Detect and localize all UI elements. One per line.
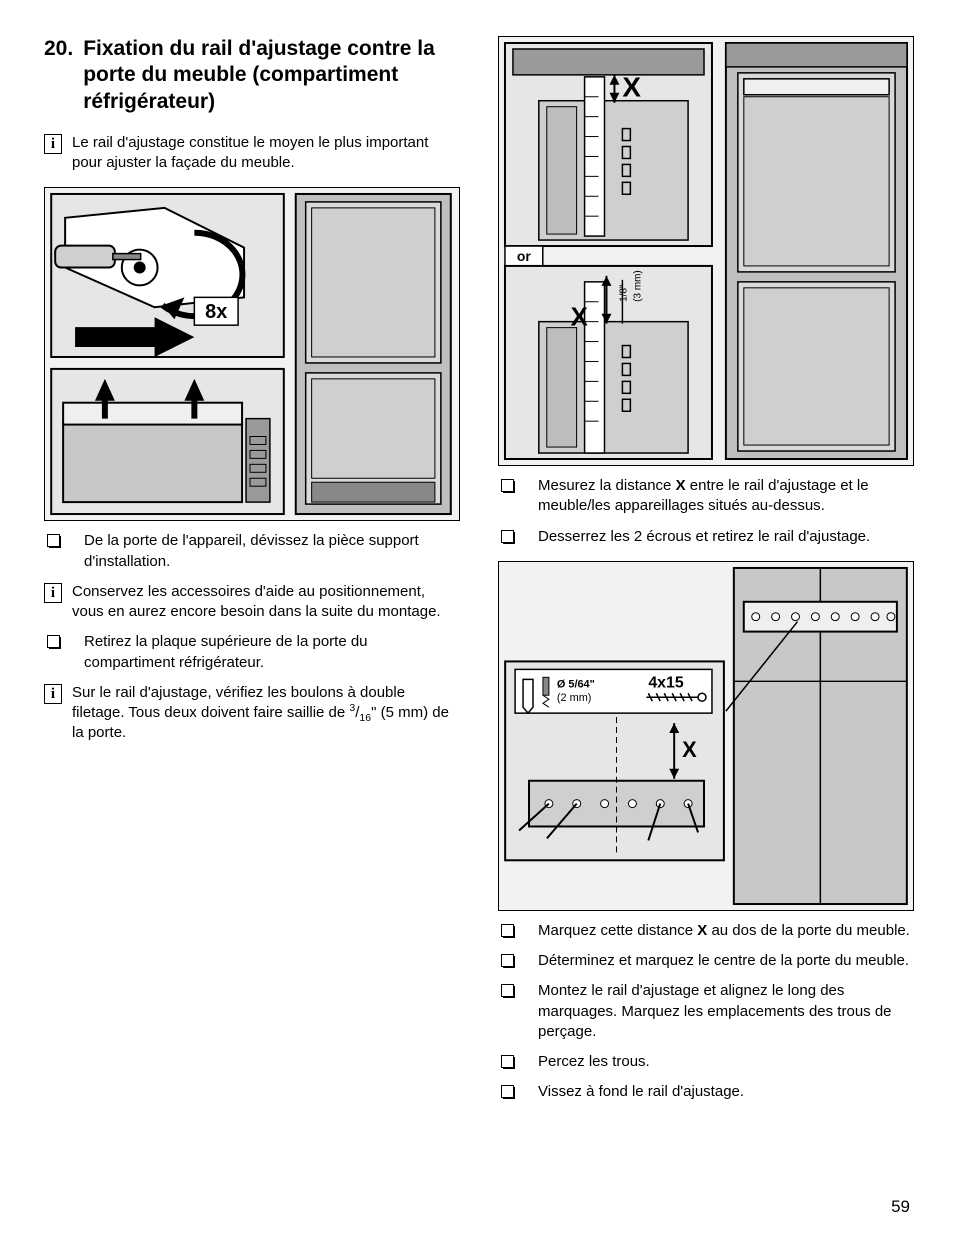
step-item: Vissez à fond le rail d'ajustage. [498, 1082, 914, 1102]
checkbox-icon [501, 479, 514, 492]
step-text: Marquez cette distance X au dos de la po… [538, 921, 914, 941]
step-text: Vissez à fond le rail d'ajustage. [538, 1082, 914, 1102]
page: 20. Fixation du rail d'ajustage contre l… [0, 0, 954, 1235]
info-icon: i [44, 684, 62, 704]
svg-text:(3 mm): (3 mm) [632, 270, 643, 301]
checkbox-icon [47, 534, 60, 547]
svg-text:or: or [517, 248, 532, 264]
info-text: Le rail d'ajustage constitue le moyen le… [72, 133, 460, 174]
svg-text:X: X [571, 304, 589, 332]
page-number: 59 [891, 1197, 910, 1217]
svg-text:X: X [682, 737, 697, 762]
figure-mount-rail: Ø 5/64" (2 mm) 4x15 [498, 561, 914, 911]
info-icon: i [44, 583, 62, 603]
info-note: i Sur le rail d'ajustage, vérifiez les b… [44, 683, 460, 744]
svg-text:Ø 5/64": Ø 5/64" [557, 678, 595, 690]
step-item: Mesurez la distance X entre le rail d'aj… [498, 476, 914, 517]
info-icon: i [44, 134, 62, 154]
step-text: Montez le rail d'ajustage et alignez le … [538, 981, 914, 1042]
step-text: Desserrez les 2 écrous et retirez le rai… [538, 527, 914, 547]
step-item: Déterminez et marquez le centre de la po… [498, 951, 914, 971]
checkbox-icon [47, 635, 60, 648]
heading-number: 20. [44, 36, 73, 62]
svg-text:(2 mm): (2 mm) [557, 692, 592, 704]
step-text: Retirez la plaque supérieure de la porte… [84, 632, 460, 673]
svg-text:8x: 8x [205, 301, 227, 323]
info-text: Conservez les accessoires d'aide au posi… [72, 582, 460, 623]
checkbox-icon [501, 1085, 514, 1098]
step-item: Retirez la plaque supérieure de la porte… [44, 632, 460, 673]
checkbox-icon [501, 530, 514, 543]
checkbox-icon [501, 984, 514, 997]
step-item: Marquez cette distance X au dos de la po… [498, 921, 914, 941]
step-text: Percez les trous. [538, 1052, 914, 1072]
heading-title: Fixation du rail d'ajustage contre la po… [83, 36, 460, 115]
svg-text:4x15: 4x15 [648, 674, 684, 691]
step-item: Percez les trous. [498, 1052, 914, 1072]
checkbox-icon [501, 924, 514, 937]
info-note: i Conservez les accessoires d'aide au po… [44, 582, 460, 623]
step-item: De la porte de l'appareil, dévissez la p… [44, 531, 460, 572]
step-item: Desserrez les 2 écrous et retirez le rai… [498, 527, 914, 547]
step-text: De la porte de l'appareil, dévissez la p… [84, 531, 460, 572]
checkbox-icon [501, 954, 514, 967]
checkbox-icon [501, 1055, 514, 1068]
figure-unscrew-8x: 8x [44, 187, 460, 521]
section-heading: 20. Fixation du rail d'ajustage contre l… [44, 36, 460, 115]
svg-text:1/8": 1/8" [618, 284, 629, 302]
step-item: Montez le rail d'ajustage et alignez le … [498, 981, 914, 1042]
info-note: i Le rail d'ajustage constitue le moyen … [44, 133, 460, 174]
right-column: X or [498, 36, 914, 1215]
info-text: Sur le rail d'ajustage, vérifiez les bou… [72, 683, 460, 744]
figure-measure-x: X or [498, 36, 914, 466]
step-text: Déterminez et marquez le centre de la po… [538, 951, 914, 971]
step-text: Mesurez la distance X entre le rail d'aj… [538, 476, 914, 517]
left-column: 20. Fixation du rail d'ajustage contre l… [44, 36, 460, 1215]
svg-text:X: X [622, 72, 641, 103]
